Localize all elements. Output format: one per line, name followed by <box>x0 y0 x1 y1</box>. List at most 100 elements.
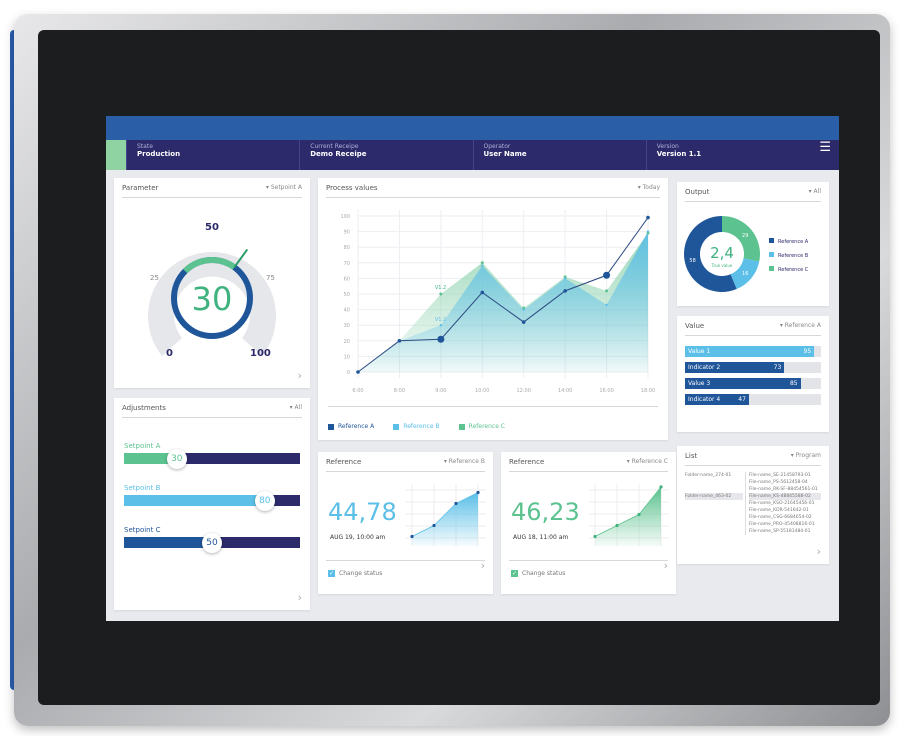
filter-dropdown[interactable]: ▾ Program <box>790 452 821 459</box>
card-title: Reference <box>509 458 545 466</box>
value-bar: Indicator 4 47 <box>685 394 821 405</box>
filter-dropdown[interactable]: ▾ Today <box>637 184 660 191</box>
y-tick-label: 50 <box>344 292 350 298</box>
slider-knob[interactable]: 30 <box>166 449 187 469</box>
folder-item[interactable]: Folder-name_463-02 <box>685 493 743 500</box>
file-item[interactable]: File-name_KS-48845588-02 <box>749 493 821 500</box>
process-values-card: Process values ▾ Today 0 10 20 30 40 50 60 70 80 9… <box>318 178 668 440</box>
legend-label: Reference C <box>778 267 809 273</box>
donut-center-value: 2,4 <box>710 244 734 262</box>
y-tick-label: 0 <box>347 370 350 376</box>
filter-dropdown[interactable]: ▾ Setpoint A <box>265 184 302 191</box>
bar-value: 95 <box>803 348 812 355</box>
file-item[interactable]: File-name_PS-5612458-04 <box>749 480 808 485</box>
donut-slice <box>730 258 760 290</box>
file-item[interactable]: File-name_PRO-45408816-01 <box>749 522 815 527</box>
reference-card: Reference ▾ Reference B 44,78 AUG 19, 10:… <box>318 452 493 594</box>
file-item[interactable]: File-name_KDR-541642-01 <box>749 508 809 513</box>
bar-value: 47 <box>738 396 746 403</box>
legend-swatch <box>769 266 774 271</box>
filter-dropdown[interactable]: ▾ Reference C <box>626 458 668 465</box>
file-item[interactable]: File-name_SP-55181484-01 <box>749 529 811 534</box>
mini-point <box>432 523 436 528</box>
x-tick-label: 18:00 <box>641 388 655 394</box>
chevron-right-icon[interactable]: › <box>480 559 485 572</box>
hmi-screen: State Production Current Receipe Demo Rece… <box>106 116 839 621</box>
value-bar: Value 1 95 <box>685 346 821 357</box>
divider <box>509 560 668 561</box>
point-reference-a <box>437 335 445 343</box>
tick-label: 75 <box>266 274 275 282</box>
mini-line <box>411 492 479 537</box>
process-chart: 0 10 20 30 40 50 60 70 80 90 100 6:00 8:00 9:00 10:00 1… <box>340 210 655 394</box>
reference-value: 44,78 <box>328 498 397 526</box>
bar-label: Value 1 <box>688 348 711 355</box>
annotation-label: V1.2 <box>435 285 446 291</box>
slider-track[interactable]: 30 <box>124 449 300 469</box>
mini-point <box>593 534 597 539</box>
gauge-value-arc <box>183 257 237 274</box>
mini-point <box>410 534 414 539</box>
info-value: Version 1.1 <box>656 150 702 158</box>
filter-dropdown[interactable]: ▾ Reference A <box>779 322 821 329</box>
info-receipe: Current Receipe Demo Receipe <box>299 140 472 170</box>
slider-label: Setpoint A <box>124 442 161 450</box>
filter-dropdown[interactable]: ▾ All <box>289 404 302 411</box>
point-reference-b <box>563 277 567 280</box>
card-title: Adjustments <box>122 404 166 412</box>
point-reference-b <box>605 303 608 307</box>
info-value: Production <box>137 150 181 158</box>
point-reference-c <box>480 261 484 265</box>
slider-knob[interactable]: 50 <box>202 533 222 553</box>
info-state: State Production <box>126 140 299 170</box>
x-tick-label: 10:00 <box>475 388 489 394</box>
point-reference-b <box>439 324 443 327</box>
hamburger-icon[interactable]: ☰ <box>819 140 831 155</box>
slider-track[interactable]: 50 <box>124 533 300 553</box>
chevron-right-icon[interactable]: › <box>297 369 302 382</box>
y-tick-label: 30 <box>344 323 350 329</box>
card-title: Reference <box>326 458 362 466</box>
checkbox-label: Change status <box>339 570 383 577</box>
folder-item[interactable]: Folder-name_274-01 <box>685 473 732 478</box>
top-band <box>106 116 839 140</box>
slider-track[interactable]: 80 <box>124 491 300 511</box>
x-tick-label: 16:00 <box>599 388 613 394</box>
point-reference-a <box>646 215 650 220</box>
file-item[interactable]: File-name_KSO-21645456-01 <box>749 501 815 506</box>
chevron-right-icon[interactable]: › <box>297 591 302 604</box>
mini-point <box>615 523 619 528</box>
point-reference-a <box>563 289 567 293</box>
mini-area <box>595 487 661 546</box>
file-item[interactable]: File-name_CSG-6684654-02 <box>749 515 812 520</box>
chevron-right-icon[interactable]: › <box>663 559 668 572</box>
info-value: Demo Receipe <box>310 150 367 158</box>
y-tick-label: 90 <box>344 230 350 236</box>
file-item[interactable]: File-name_RK-SF-88454561-01 <box>749 487 818 492</box>
donut-slice <box>722 216 760 262</box>
slider-knob[interactable]: 80 <box>254 491 275 511</box>
x-tick-label: 12:00 <box>517 388 531 394</box>
file-item[interactable]: File-name_SE-21458793-01 <box>749 473 811 478</box>
list-card: List ▾ Program Folder-name_274-01 Folder-n… <box>677 446 829 564</box>
info-key: Operator <box>483 143 511 150</box>
change-status-checkbox[interactable]: ✓ Change status <box>328 570 382 577</box>
point-reference-c <box>605 289 609 293</box>
point-reference-b <box>481 264 484 268</box>
y-tick-label: 40 <box>344 308 350 314</box>
filter-dropdown[interactable]: ▾ Reference B <box>443 458 485 465</box>
info-bar: State Production Current Receipe Demo Rece… <box>106 140 839 170</box>
change-status-checkbox[interactable]: ✓ Change status <box>511 570 565 577</box>
filter-dropdown[interactable]: ▾ All <box>808 188 821 195</box>
tick-label: 100 <box>250 348 271 359</box>
checkbox-label: Change status <box>522 570 566 577</box>
point-reference-c <box>439 292 443 296</box>
info-version: Version Version 1.1 <box>645 140 839 170</box>
parameter-card: Parameter ▾ Setpoint A 30 0 25 50 75 100 … <box>114 178 310 388</box>
legend-item: Reference A <box>328 423 374 430</box>
x-tick-label: 14:00 <box>558 388 572 394</box>
chevron-right-icon[interactable]: › <box>816 545 821 558</box>
point-reference-a <box>397 339 402 343</box>
output-donut: 2,4 True value 29 16 58 Reference A Referenc… <box>684 216 809 292</box>
divider <box>326 560 485 561</box>
